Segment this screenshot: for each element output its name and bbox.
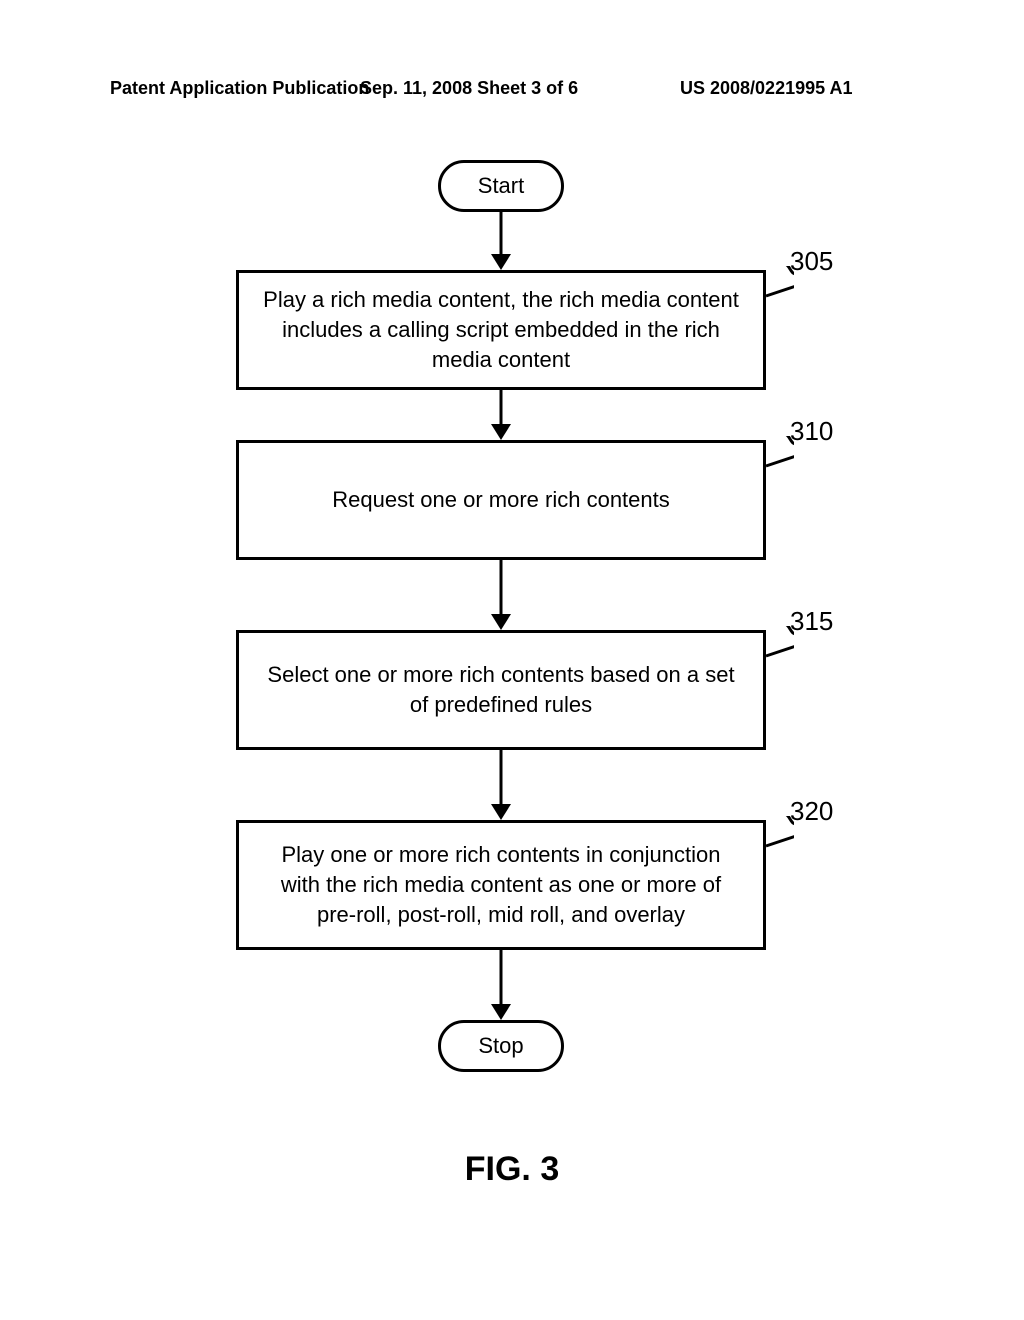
ref-label-310: 310 [790, 416, 833, 447]
ref-label-305: 305 [790, 246, 833, 277]
terminal-start: Start [438, 160, 564, 212]
ref-label-320: 320 [790, 796, 833, 827]
process-step-1: Play a rich media content, the rich medi… [236, 270, 766, 390]
process-step-4: Play one or more rich contents in conjun… [236, 820, 766, 950]
terminal-stop: Stop [438, 1020, 564, 1072]
ref-label-315: 315 [790, 606, 833, 637]
figure-label: FIG. 3 [0, 1150, 1024, 1189]
header-mid: Sep. 11, 2008 Sheet 3 of 6 [360, 78, 578, 99]
process-step-3: Select one or more rich contents based o… [236, 630, 766, 750]
process-step-2: Request one or more rich contents [236, 440, 766, 560]
header-left: Patent Application Publication [110, 78, 369, 99]
header-right: US 2008/0221995 A1 [680, 78, 852, 99]
